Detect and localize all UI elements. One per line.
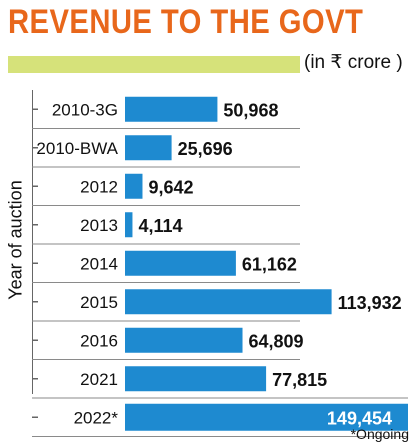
value-label: 77,815 [272, 370, 327, 390]
bar-2010-BWA [125, 135, 172, 161]
category-label: 2014 [80, 254, 118, 273]
bar-2016 [125, 327, 243, 353]
value-label: 25,696 [178, 139, 233, 159]
category-label: 2012 [80, 177, 118, 196]
category-label: 2015 [80, 293, 118, 312]
chart-title: REVENUE TO THE GOVT [8, 3, 364, 41]
value-label: 149,454 [327, 408, 392, 428]
footnote: *Ongoing [350, 426, 409, 442]
bar-2013 [125, 212, 133, 238]
bar-2021 [125, 366, 267, 392]
category-label: 2013 [80, 216, 118, 235]
value-label: 61,162 [242, 254, 297, 274]
value-label: 9,642 [148, 177, 193, 197]
category-label: 2022* [74, 408, 119, 427]
value-label: 64,809 [249, 331, 304, 351]
value-label: 4,114 [138, 216, 182, 236]
axis-frame [32, 90, 33, 394]
bar-2010-3G [125, 96, 218, 122]
value-label: 50,968 [223, 100, 278, 120]
category-label: 2010-3G [52, 100, 118, 119]
category-label: 2016 [80, 331, 118, 350]
bar-2015 [125, 289, 332, 315]
value-label: 113,932 [338, 293, 402, 313]
bar-2022* [125, 404, 396, 430]
bar-2012 [125, 173, 143, 199]
unit-band [8, 56, 300, 73]
unit-label: (in ₹ crore ) [304, 52, 403, 73]
category-label: 2021 [80, 370, 118, 389]
category-label: 2010-BWA [36, 139, 118, 158]
bar-2014 [125, 250, 236, 276]
